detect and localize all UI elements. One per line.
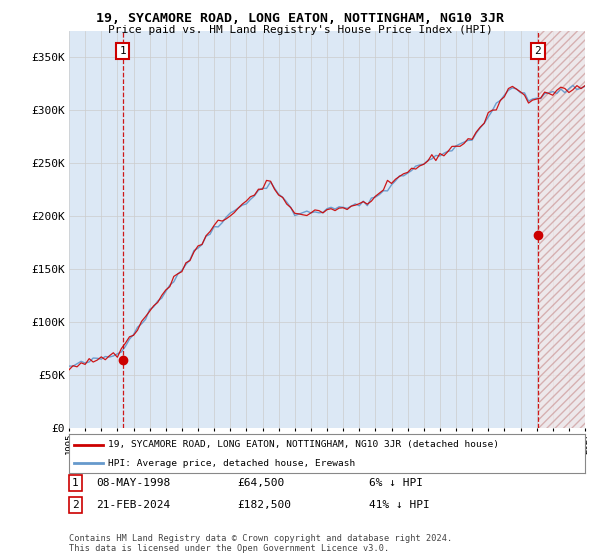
Text: 19, SYCAMORE ROAD, LONG EATON, NOTTINGHAM, NG10 3JR: 19, SYCAMORE ROAD, LONG EATON, NOTTINGHA… xyxy=(96,12,504,25)
Text: 41% ↓ HPI: 41% ↓ HPI xyxy=(369,500,430,510)
Text: 2: 2 xyxy=(535,46,541,56)
Text: 1: 1 xyxy=(72,478,79,488)
Text: Contains HM Land Registry data © Crown copyright and database right 2024.
This d: Contains HM Land Registry data © Crown c… xyxy=(69,534,452,553)
Text: 1: 1 xyxy=(119,46,126,56)
Text: 2: 2 xyxy=(72,500,79,510)
Text: HPI: Average price, detached house, Erewash: HPI: Average price, detached house, Erew… xyxy=(108,459,355,468)
Text: 21-FEB-2024: 21-FEB-2024 xyxy=(96,500,170,510)
Text: 6% ↓ HPI: 6% ↓ HPI xyxy=(369,478,423,488)
Bar xyxy=(539,31,585,428)
Text: £182,500: £182,500 xyxy=(237,500,291,510)
Text: 19, SYCAMORE ROAD, LONG EATON, NOTTINGHAM, NG10 3JR (detached house): 19, SYCAMORE ROAD, LONG EATON, NOTTINGHA… xyxy=(108,441,499,450)
Text: £64,500: £64,500 xyxy=(237,478,284,488)
Text: Price paid vs. HM Land Registry's House Price Index (HPI): Price paid vs. HM Land Registry's House … xyxy=(107,25,493,35)
Text: 08-MAY-1998: 08-MAY-1998 xyxy=(96,478,170,488)
